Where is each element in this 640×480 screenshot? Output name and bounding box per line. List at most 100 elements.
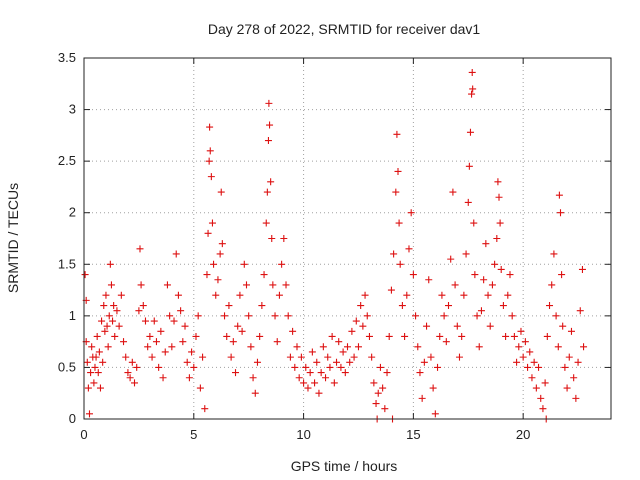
data-point bbox=[508, 312, 516, 320]
data-point bbox=[109, 317, 117, 325]
data-point bbox=[385, 332, 393, 340]
data-point bbox=[297, 353, 305, 361]
data-point bbox=[524, 363, 532, 371]
data-point bbox=[354, 343, 362, 351]
data-point bbox=[506, 271, 514, 279]
data-point bbox=[346, 358, 354, 366]
data-point bbox=[126, 374, 134, 382]
data-point bbox=[269, 281, 277, 289]
data-point bbox=[201, 405, 209, 413]
data-point bbox=[85, 410, 93, 418]
data-point bbox=[234, 322, 242, 330]
y-tick-label: 1.5 bbox=[58, 256, 76, 271]
data-point bbox=[368, 353, 376, 361]
data-point bbox=[107, 281, 115, 289]
data-point bbox=[519, 353, 527, 361]
data-point bbox=[528, 374, 536, 382]
data-point bbox=[541, 379, 549, 387]
data-point bbox=[337, 363, 345, 371]
data-point bbox=[93, 332, 101, 340]
data-point bbox=[214, 276, 222, 284]
data-point bbox=[530, 358, 538, 366]
data-point bbox=[245, 312, 253, 320]
data-point bbox=[295, 374, 303, 382]
data-point bbox=[339, 348, 347, 356]
data-point bbox=[212, 291, 220, 299]
data-point bbox=[455, 353, 463, 361]
data-point bbox=[333, 358, 341, 366]
data-point bbox=[484, 291, 492, 299]
data-point bbox=[95, 348, 103, 356]
data-point bbox=[313, 358, 321, 366]
x-tick-label: 15 bbox=[406, 427, 420, 442]
data-point bbox=[465, 162, 473, 170]
data-point bbox=[266, 121, 274, 129]
data-point bbox=[537, 394, 545, 402]
data-point bbox=[136, 245, 144, 253]
data-point bbox=[473, 312, 481, 320]
data-point bbox=[100, 302, 108, 310]
data-point bbox=[232, 369, 240, 377]
data-point bbox=[181, 322, 189, 330]
data-point bbox=[117, 291, 125, 299]
data-point bbox=[194, 312, 202, 320]
data-point bbox=[357, 302, 365, 310]
data-point bbox=[395, 219, 403, 227]
data-point bbox=[242, 281, 250, 289]
data-point bbox=[115, 322, 123, 330]
data-point bbox=[192, 332, 200, 340]
data-point bbox=[221, 312, 229, 320]
data-point bbox=[440, 312, 448, 320]
data-point bbox=[102, 291, 110, 299]
data-point bbox=[131, 379, 139, 387]
data-point bbox=[555, 191, 563, 199]
data-point bbox=[570, 374, 578, 382]
data-point bbox=[403, 291, 411, 299]
data-point bbox=[315, 389, 323, 397]
data-point bbox=[204, 229, 212, 237]
data-point bbox=[532, 384, 540, 392]
data-point bbox=[275, 291, 283, 299]
data-point bbox=[84, 384, 92, 392]
data-point bbox=[578, 265, 586, 273]
data-point bbox=[546, 302, 554, 310]
data-point bbox=[218, 240, 226, 248]
y-tick-label: 0 bbox=[69, 411, 76, 426]
y-axis-label: SRMTID / TECUs bbox=[5, 183, 21, 293]
data-point bbox=[352, 317, 360, 325]
data-point bbox=[550, 250, 558, 258]
data-point bbox=[453, 322, 461, 330]
data-point bbox=[317, 369, 325, 377]
data-point bbox=[330, 379, 338, 387]
data-point bbox=[284, 312, 292, 320]
data-point bbox=[416, 369, 424, 377]
data-point bbox=[470, 219, 478, 227]
data-point bbox=[190, 363, 198, 371]
data-point bbox=[311, 379, 319, 387]
y-tick-label: 3.5 bbox=[58, 50, 76, 65]
data-point bbox=[468, 68, 476, 76]
data-point bbox=[502, 332, 510, 340]
data-point bbox=[392, 188, 400, 196]
y-tick-label: 0.5 bbox=[58, 359, 76, 374]
data-point bbox=[409, 271, 417, 279]
data-point bbox=[271, 312, 279, 320]
data-point bbox=[188, 348, 196, 356]
data-point bbox=[460, 291, 468, 299]
data-point bbox=[535, 363, 543, 371]
data-point bbox=[304, 384, 312, 392]
data-point bbox=[348, 327, 356, 335]
data-point bbox=[99, 358, 107, 366]
data-point bbox=[88, 343, 96, 351]
data-point bbox=[207, 173, 215, 181]
data-point bbox=[278, 260, 286, 268]
data-point bbox=[445, 302, 453, 310]
data-point bbox=[468, 90, 476, 98]
data-point bbox=[157, 327, 165, 335]
data-point bbox=[227, 353, 235, 361]
data-point bbox=[183, 358, 191, 366]
data-point bbox=[161, 348, 169, 356]
data-point bbox=[208, 219, 216, 227]
data-point bbox=[124, 369, 132, 377]
data-point bbox=[475, 343, 483, 351]
